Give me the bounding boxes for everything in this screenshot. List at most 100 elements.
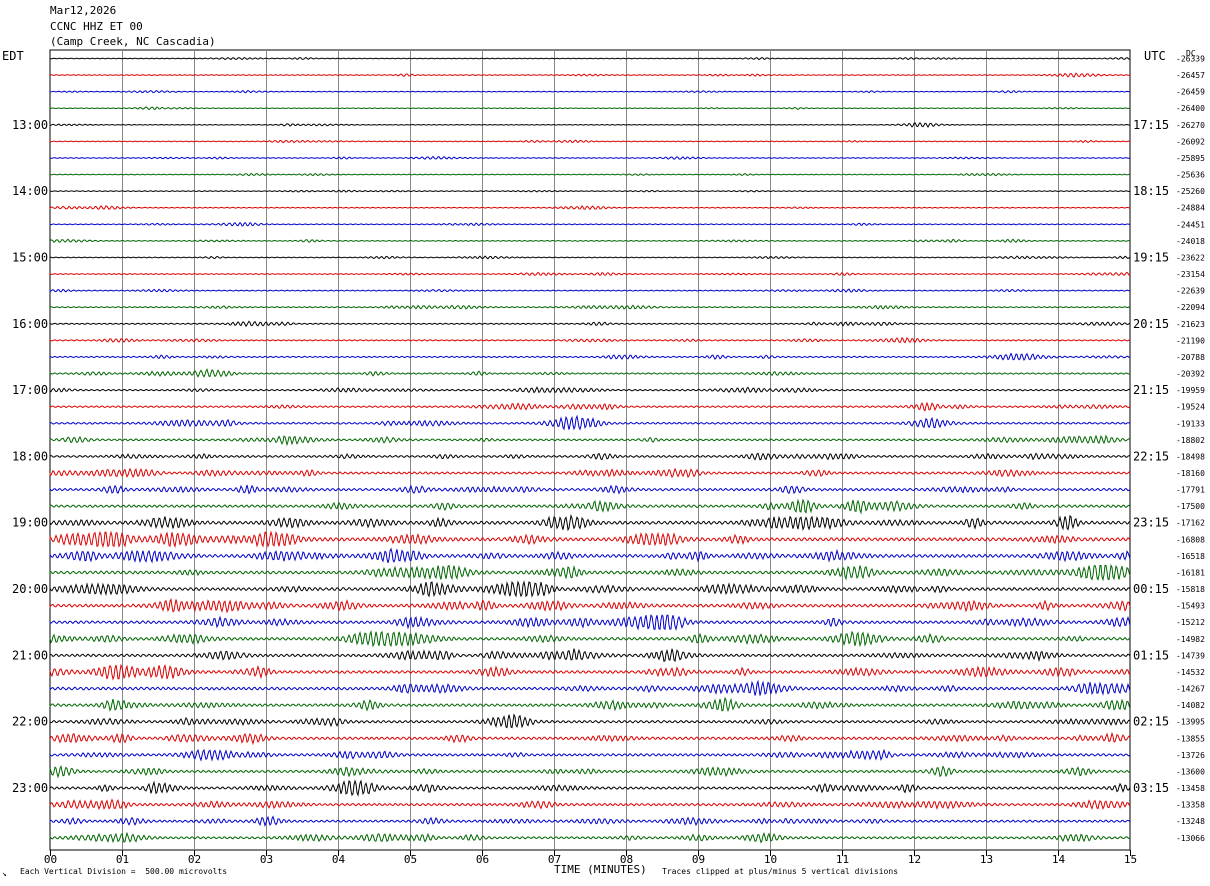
x-tick-label: 05 — [404, 853, 417, 866]
dc-offset-label: -20788 — [1176, 353, 1205, 362]
seismic-trace — [49, 189, 1131, 193]
chart-labels: 00 01 02 03 04 05 06 07 08 09 10 11 12 13 14 15 -26339 -2… — [12, 55, 1205, 867]
dc-offset-label: -15818 — [1176, 585, 1205, 594]
dc-offset-label: -16181 — [1176, 568, 1205, 577]
dc-offset-label: -24018 — [1176, 237, 1205, 246]
station-id: CCNC HHZ ET 00 — [50, 20, 143, 33]
dc-offset-label: -21623 — [1176, 320, 1205, 329]
x-tick-label: 06 — [476, 853, 489, 866]
dc-offset-label: -17162 — [1176, 519, 1205, 528]
dc-offset-label: -13248 — [1176, 817, 1205, 826]
seismic-trace — [49, 484, 1131, 495]
dc-offset-label: -13855 — [1176, 734, 1205, 743]
dc-offset-label: -26400 — [1176, 104, 1205, 113]
x-tick-label: 07 — [548, 853, 561, 866]
seismic-trace — [49, 255, 1131, 260]
hour-label-right: 01:15 — [1133, 648, 1169, 662]
x-tick-label: 13 — [980, 853, 993, 866]
hour-label-right: 00:15 — [1133, 582, 1169, 596]
x-tick-label: 12 — [908, 853, 921, 866]
dc-offset-label: -17500 — [1176, 502, 1205, 511]
seismic-trace — [49, 56, 1130, 61]
seismic-trace — [49, 779, 1131, 797]
seismic-trace — [49, 238, 1131, 243]
seismic-trace — [49, 172, 1131, 177]
x-axis-title: TIME (MINUTES) — [554, 863, 647, 876]
seismic-trace — [49, 731, 1131, 746]
dc-offset-label: -24451 — [1176, 220, 1205, 229]
right-timezone-label: UTC — [1144, 49, 1166, 63]
dc-offset-label: -16518 — [1176, 552, 1205, 561]
hour-label-left: 17:00 — [12, 383, 48, 397]
seismic-trace — [49, 598, 1131, 614]
dc-offset-label: -18498 — [1176, 452, 1205, 461]
x-tick-label: 15 — [1124, 853, 1137, 866]
dc-offset-label: -25260 — [1176, 187, 1205, 196]
dc-offset-label: -22639 — [1176, 287, 1205, 296]
hour-label-left: 13:00 — [12, 118, 48, 132]
dc-offset-label: -25636 — [1176, 171, 1205, 180]
hour-label-left: 21:00 — [12, 648, 48, 662]
dc-offset-label: -14982 — [1176, 635, 1205, 644]
dc-offset-label: -26459 — [1176, 88, 1205, 97]
dc-offset-label: -23622 — [1176, 253, 1205, 262]
seismic-trace — [49, 271, 1131, 277]
dc-offset-label: -23154 — [1176, 270, 1205, 279]
dc-offset-label: -15212 — [1176, 618, 1205, 627]
x-tick-label: 03 — [260, 853, 273, 866]
clip-note: Traces clipped at plus/minus 5 vertical … — [662, 867, 899, 876]
dc-label: DC — [1186, 49, 1196, 58]
seismic-trace — [49, 221, 1131, 227]
x-tick-label: 10 — [764, 853, 777, 866]
chart-traces — [49, 56, 1131, 844]
hour-label-left: 15:00 — [12, 250, 48, 264]
dc-offset-label: -15493 — [1176, 602, 1205, 611]
seismic-trace — [49, 336, 1131, 344]
dc-offset-label: -21190 — [1176, 336, 1205, 345]
seismic-trace — [49, 679, 1131, 696]
hour-label-left: 16:00 — [12, 317, 48, 331]
dc-offset-label: -26339 — [1176, 55, 1205, 64]
hour-label-left: 19:00 — [12, 516, 48, 530]
dc-offset-label: -19959 — [1176, 386, 1205, 395]
hour-label-right: 18:15 — [1133, 184, 1169, 198]
hour-label-right: 02:15 — [1133, 715, 1169, 729]
dc-offset-label: -19524 — [1176, 403, 1205, 412]
dc-offset-label: -20392 — [1176, 370, 1205, 379]
seismic-trace — [49, 122, 1131, 128]
dc-offset-label: -13458 — [1176, 784, 1205, 793]
dc-offset-label: -13358 — [1176, 801, 1205, 810]
seismic-trace — [49, 288, 1131, 293]
seismic-trace — [49, 320, 1131, 328]
x-tick-label: 09 — [692, 853, 705, 866]
seismic-trace — [49, 434, 1131, 447]
plot-frame — [49, 49, 1131, 851]
x-tick-label: 08 — [620, 853, 633, 866]
seismic-trace — [49, 630, 1131, 648]
dc-offset-label: -19133 — [1176, 419, 1205, 428]
hour-label-right: 03:15 — [1133, 781, 1169, 795]
seismogram-date: Mar12,2026 — [50, 4, 117, 17]
dc-offset-label: -13995 — [1176, 718, 1205, 727]
hour-label-right: 22:15 — [1133, 449, 1169, 463]
dc-offset-label: -14739 — [1176, 651, 1205, 660]
x-tick-label: 14 — [1052, 853, 1066, 866]
seismic-trace — [49, 815, 1131, 827]
x-tick-label: 02 — [188, 853, 201, 866]
hour-label-right: 23:15 — [1133, 516, 1169, 530]
hour-label-left: 20:00 — [12, 582, 48, 596]
x-tick-label: 11 — [836, 853, 849, 866]
scale-note: Each Vertical Division = 500.00 microvol… — [20, 867, 228, 876]
hour-label-right: 17:15 — [1133, 118, 1169, 132]
dc-offset-label: -14267 — [1176, 685, 1205, 694]
dc-offset-label: -14082 — [1176, 701, 1205, 710]
dc-offset-label: -25895 — [1176, 154, 1205, 163]
seismic-trace — [49, 648, 1131, 663]
seismic-trace — [49, 564, 1131, 582]
seismic-trace — [49, 401, 1131, 412]
hour-label-right: 19:15 — [1133, 250, 1169, 264]
seismic-trace — [49, 831, 1130, 844]
station-location: (Camp Creek, NC Cascadia) — [50, 35, 216, 48]
seismic-trace — [49, 89, 1131, 94]
